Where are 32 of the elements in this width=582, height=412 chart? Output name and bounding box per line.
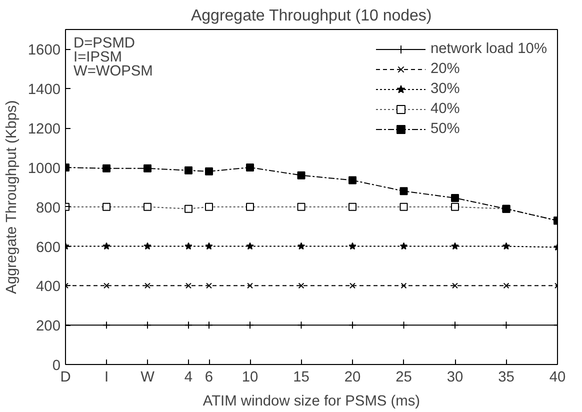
y-tick-label: 400: [36, 279, 61, 296]
legend-label: 50%: [430, 121, 460, 137]
x-tick-label: 6: [204, 370, 214, 386]
x-tick-label: 4: [184, 370, 193, 386]
x-axis-title: ATIM window size for PSMS (ms): [202, 394, 420, 410]
legend-label: network load 10%: [430, 41, 547, 57]
x-tick-label: 25: [396, 370, 412, 386]
x-tick-label: 40: [549, 370, 566, 386]
x-tick-label: 20: [344, 370, 361, 386]
y-tick-label: 1400: [28, 82, 61, 98]
annotation: I=IPSM: [74, 50, 122, 66]
y-tick-label: 1200: [28, 122, 61, 138]
annotation: D=PSMD: [74, 36, 135, 52]
y-tick-label: 600: [36, 240, 61, 256]
legend-label: 40%: [430, 101, 460, 117]
x-tick-label: W: [140, 370, 155, 386]
y-tick-label: 800: [36, 200, 61, 216]
y-tick-label: 200: [36, 318, 61, 335]
y-tick-label: 1600: [28, 42, 61, 59]
x-tick-label: 30: [446, 370, 464, 386]
legend-label: 30%: [430, 81, 460, 97]
x-tick-label: 15: [293, 370, 310, 386]
y-axis-title: Aggregate Throughput (Kbps): [4, 100, 20, 294]
y-tick-label: 1000: [28, 160, 61, 177]
legend-label: 20%: [430, 61, 460, 77]
x-tick-label: 35: [498, 370, 514, 386]
y-tick-label: 0: [52, 358, 61, 374]
x-tick-label: I: [104, 370, 109, 386]
chart-title: Aggregate Throughput (10 nodes): [190, 8, 432, 24]
x-tick-label: 10: [242, 370, 258, 386]
annotation: W=WOPSM: [74, 64, 153, 80]
x-tick-label: D: [60, 370, 71, 386]
